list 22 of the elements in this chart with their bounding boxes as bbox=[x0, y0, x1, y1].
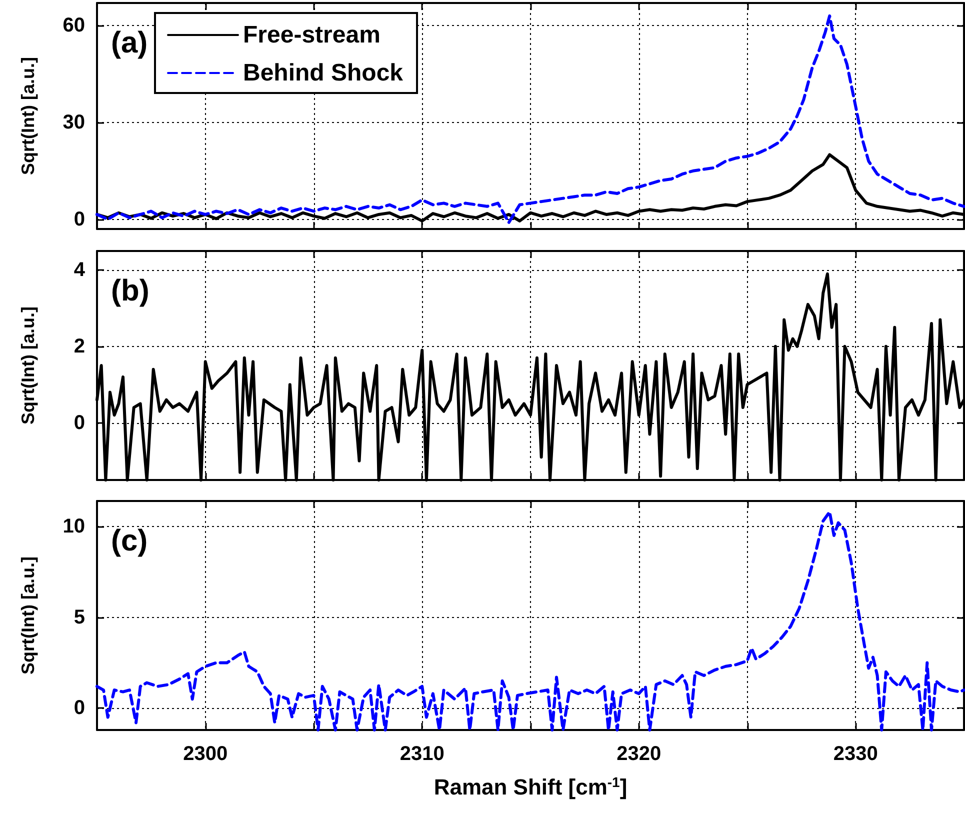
annotation: (a) bbox=[111, 26, 148, 60]
y-axis-title: Sqrt(Int) [a.u.] bbox=[18, 57, 38, 175]
legend-label: Free-stream bbox=[243, 22, 380, 48]
y-tick-label: 60 bbox=[62, 14, 85, 37]
y-tick-label: 0 bbox=[74, 412, 85, 434]
annotation: (c) bbox=[111, 524, 148, 558]
y-tick-label: 10 bbox=[62, 515, 85, 538]
y-tick-label: 30 bbox=[62, 111, 85, 134]
annotation: (b) bbox=[111, 274, 150, 308]
x-tick-label: 2320 bbox=[616, 743, 662, 765]
x-tick-label: 2300 bbox=[183, 743, 228, 765]
y-tick-label: 0 bbox=[74, 697, 85, 720]
y-axis-title: Sqrt(Int) [a.u.] bbox=[18, 556, 38, 674]
y-tick-label: 4 bbox=[74, 259, 86, 282]
line-series bbox=[96, 14, 965, 224]
y-tick-label: 0 bbox=[74, 208, 85, 230]
y-axis-title: Sqrt(Int) [a.u.] bbox=[18, 306, 38, 424]
y-tick-label: 5 bbox=[74, 606, 85, 628]
x-tick-label: 2330 bbox=[833, 743, 878, 765]
legend-label: Behind Shock bbox=[243, 60, 404, 86]
x-tick-label: 2310 bbox=[400, 743, 444, 765]
y-tick-label: 2 bbox=[74, 335, 85, 358]
